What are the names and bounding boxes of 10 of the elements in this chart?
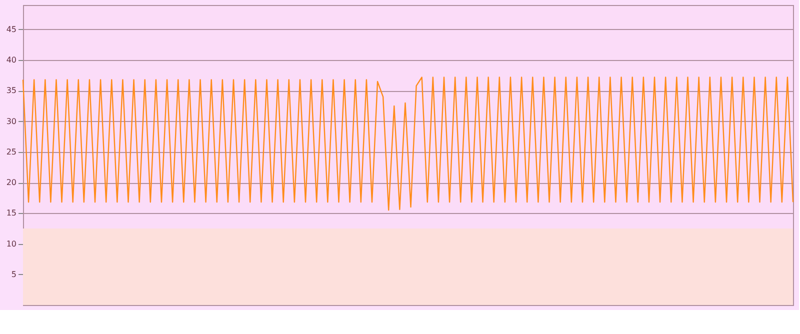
y-tick-label: 15 <box>6 208 16 218</box>
y-tick-label: 20 <box>6 178 16 188</box>
y-tick-label: 25 <box>6 147 16 156</box>
line-series <box>22 76 794 211</box>
y-tick-label: 35 <box>6 86 16 96</box>
y-tick-label: 40 <box>6 56 16 65</box>
y-tick-label: 30 <box>6 116 16 126</box>
y-tick-label: 5 <box>11 270 16 279</box>
y-tick-label: 10 <box>6 239 16 248</box>
y-tick-label: 45 <box>6 24 16 34</box>
